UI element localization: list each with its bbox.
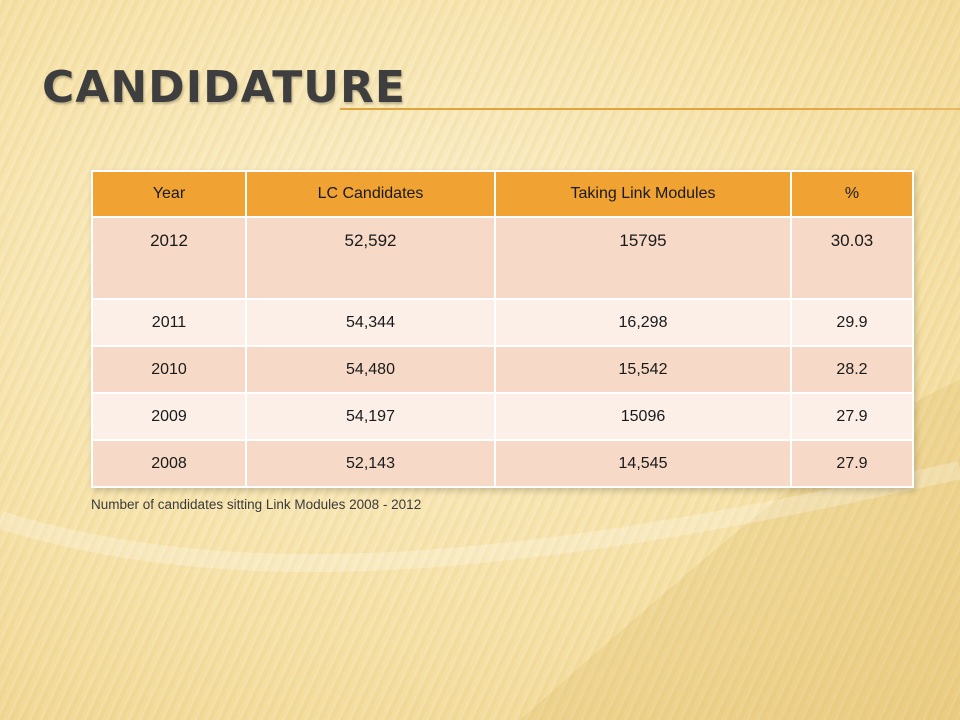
cell-lc-candidates: 52,143	[245, 439, 496, 488]
cell-link-modules: 14,545	[494, 439, 792, 488]
cell-lc-candidates: 52,592	[245, 216, 496, 300]
table-row: 2009 54,197 15096 27.9	[91, 392, 914, 441]
cell-year: 2011	[91, 298, 247, 347]
table-row: 2012 52,592 15795 30.03	[91, 216, 914, 300]
cell-link-modules: 16,298	[494, 298, 792, 347]
header-year: Year	[91, 170, 247, 218]
cell-percent: 28.2	[790, 345, 914, 394]
cell-lc-candidates: 54,480	[245, 345, 496, 394]
cell-link-modules: 15795	[494, 216, 792, 300]
header-percent: %	[790, 170, 914, 218]
cell-year: 2010	[91, 345, 247, 394]
title-underline	[340, 108, 960, 110]
cell-percent: 29.9	[790, 298, 914, 347]
cell-link-modules: 15,542	[494, 345, 792, 394]
table-row: 2010 54,480 15,542 28.2	[91, 345, 914, 394]
cell-year: 2008	[91, 439, 247, 488]
header-lc-candidates: LC Candidates	[245, 170, 496, 218]
table-row: 2011 54,344 16,298 29.9	[91, 298, 914, 347]
cell-percent: 30.03	[790, 216, 914, 300]
table-caption: Number of candidates sitting Link Module…	[91, 497, 422, 512]
candidature-table: Year LC Candidates Taking Link Modules %…	[91, 170, 914, 488]
cell-year: 2012	[91, 216, 247, 300]
cell-link-modules: 15096	[494, 392, 792, 441]
cell-year: 2009	[91, 392, 247, 441]
cell-lc-candidates: 54,344	[245, 298, 496, 347]
table-row: 2008 52,143 14,545 27.9	[91, 439, 914, 488]
slide-title: Candidature	[42, 62, 406, 113]
header-taking-link-modules: Taking Link Modules	[494, 170, 792, 218]
cell-percent: 27.9	[790, 439, 914, 488]
cell-percent: 27.9	[790, 392, 914, 441]
cell-lc-candidates: 54,197	[245, 392, 496, 441]
table-header-row: Year LC Candidates Taking Link Modules %	[91, 170, 914, 218]
